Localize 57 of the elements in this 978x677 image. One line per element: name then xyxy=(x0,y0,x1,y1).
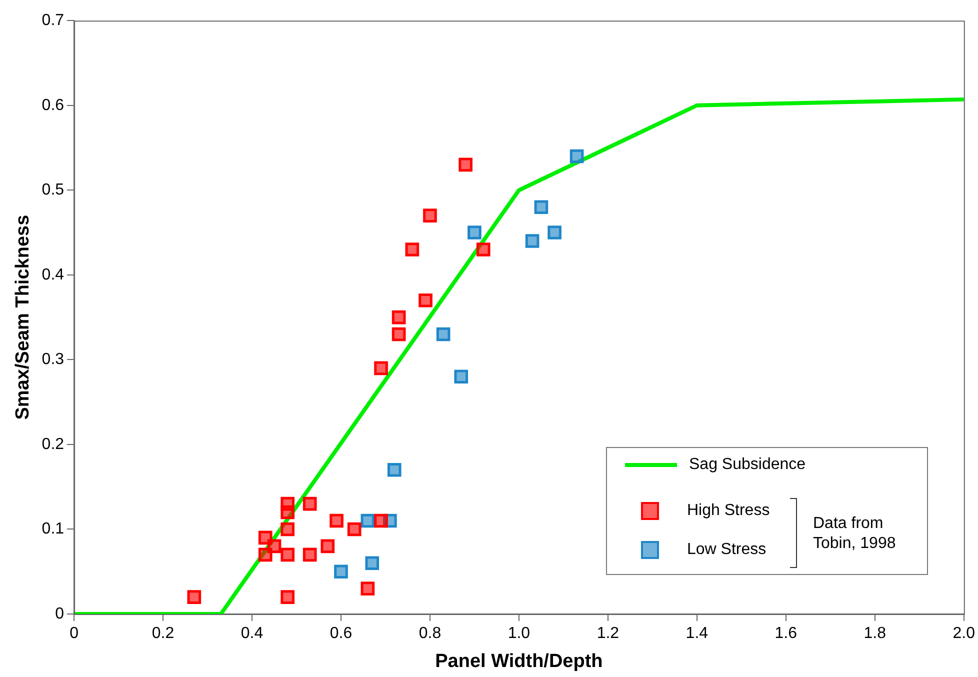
point xyxy=(280,522,295,536)
point xyxy=(548,226,562,240)
x-tick-label: 1.4 xyxy=(686,625,708,642)
y-tick-label: 0 xyxy=(55,605,64,622)
point xyxy=(187,590,202,604)
legend-label: Low Stress xyxy=(687,541,766,559)
x-tick-label: 0.2 xyxy=(152,625,174,642)
y-tick-label: 0.6 xyxy=(42,96,64,114)
point xyxy=(468,226,482,240)
y-tick-label: 0.1 xyxy=(42,520,64,538)
point xyxy=(360,514,375,528)
x-tick-label: 0.6 xyxy=(330,625,352,642)
point xyxy=(423,208,437,222)
point xyxy=(454,370,468,384)
point xyxy=(334,564,348,579)
point xyxy=(570,149,584,164)
point xyxy=(374,361,388,376)
point xyxy=(347,522,362,536)
y-tick-label: 0.2 xyxy=(42,436,64,453)
legend-label: High Stress xyxy=(687,502,770,520)
y-tick-label: 0.7 xyxy=(42,12,64,30)
point xyxy=(436,327,450,342)
point xyxy=(387,462,402,477)
point xyxy=(418,293,432,308)
legend-label: Sag Subsidence xyxy=(689,456,806,474)
y-tick-label: 0.4 xyxy=(42,266,64,284)
x-tick-label: 1.2 xyxy=(596,625,620,642)
y-tick-label: 0.3 xyxy=(42,351,64,368)
point xyxy=(280,548,295,562)
point xyxy=(360,582,375,596)
point xyxy=(534,200,548,214)
point xyxy=(365,556,380,570)
x-tick-label: 1.8 xyxy=(864,625,886,642)
x-tick-label: 2.0 xyxy=(952,625,976,642)
x-tick-label: 0.8 xyxy=(418,625,442,642)
point xyxy=(302,548,317,562)
point xyxy=(320,539,335,554)
x-axis-title: Panel Width/Depth xyxy=(435,650,603,672)
x-tick-label: 1.0 xyxy=(508,625,530,642)
point xyxy=(302,496,317,511)
point xyxy=(476,242,490,256)
point xyxy=(267,539,282,554)
y-axis-title: Smax/Seam Thickness xyxy=(12,214,34,420)
point xyxy=(392,310,406,324)
point xyxy=(405,242,420,256)
annotation: Data from Tobin, 1998 xyxy=(813,514,897,554)
point xyxy=(525,234,540,248)
point xyxy=(392,327,406,342)
point xyxy=(280,505,295,520)
x-tick-label: 0 xyxy=(70,625,79,642)
x-tick-label: 0.4 xyxy=(240,625,264,642)
point xyxy=(458,158,472,172)
point xyxy=(374,514,388,528)
y-tick-label: 0.5 xyxy=(42,182,64,199)
point xyxy=(330,514,344,528)
x-tick-label: 1.6 xyxy=(774,625,798,642)
point xyxy=(280,590,295,604)
